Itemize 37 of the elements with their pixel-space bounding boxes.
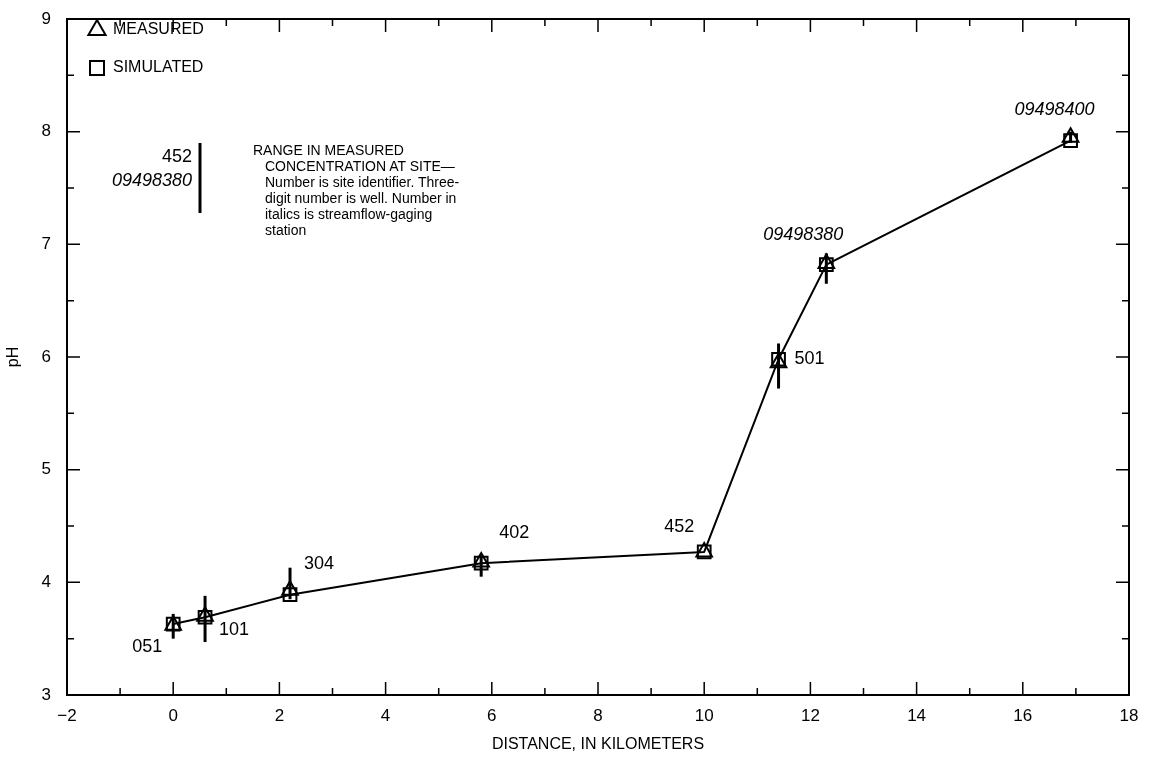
y-tick-label: 8 [41,121,51,141]
annotation: 09498380 [763,223,844,244]
annotation: 101 [219,619,250,640]
annotation: 051 [132,635,163,656]
x-tick-label: 10 [694,705,714,725]
annotation: 452 [161,146,192,166]
x-axis-title: DISTANCE, IN KILOMETERS [491,734,705,752]
x-tick-label: 14 [907,705,927,725]
y-tick-label: 7 [41,234,51,254]
legend-label: SIMULATED [113,58,204,76]
point [818,257,834,272]
legend-label: MEASURED [113,20,204,38]
annotation: 09498400 [1014,98,1095,119]
y-tick-label: 9 [41,8,51,28]
y-tick-label: 6 [41,346,51,366]
x-tick-label: −2 [57,705,77,725]
x-tick-label: 8 [593,705,603,725]
y-tick-label: 4 [41,572,51,592]
x-tick-label: 4 [380,705,391,725]
x-tick-label: 16 [1013,705,1033,725]
annotation: 501 [794,348,825,369]
point [281,580,299,596]
annotation: 304 [304,552,335,573]
y-tick-label: 5 [41,459,51,479]
y-axis-title: pH [4,346,22,368]
x-tick-label: 6 [487,705,497,725]
x-tick-label: 0 [168,705,178,725]
point [817,253,836,269]
x-tick-label: 2 [274,705,285,725]
x-tick-label: 18 [1119,705,1139,725]
point [282,587,298,603]
x-tick-label: 12 [800,705,820,725]
annotation: RANGE IN MEASURED CONCENTRATION AT SITE—Number is site identifier. Three-digit number is well. Number in italics is streamflow-gaging station [253,142,461,238]
annotation: 402 [499,522,530,543]
y-tick-label: 3 [41,684,51,704]
annotation: 09498380 [111,170,192,190]
annotation: 452 [664,515,695,536]
